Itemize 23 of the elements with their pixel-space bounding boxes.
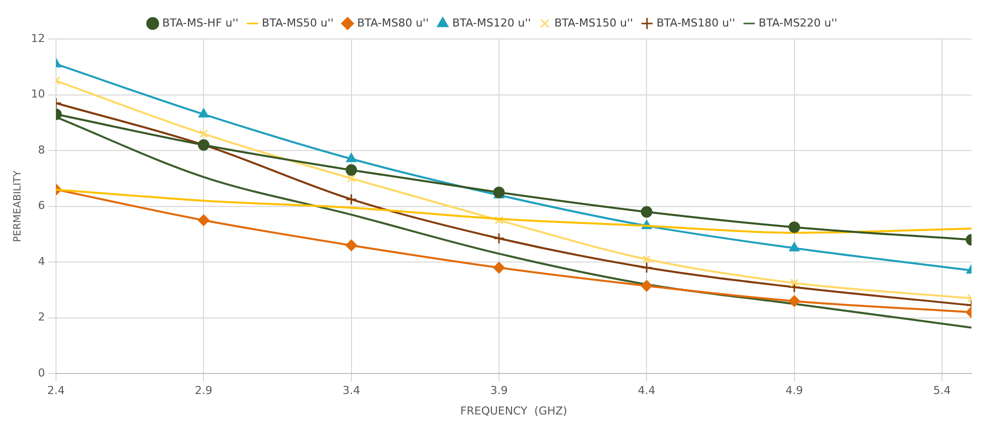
- y-tick-label: 6: [38, 199, 45, 212]
- legend-label: BTA-MS-HF u'': [162, 16, 238, 30]
- y-tick-label: 10: [30, 88, 45, 101]
- y-tick-label: 4: [38, 254, 45, 268]
- x-tick-label: 4.9: [786, 384, 804, 398]
- x-tick-label: 3.4: [342, 384, 360, 398]
- x-tick-label: 4.4: [638, 384, 656, 398]
- x-tick-label: 2.4: [47, 384, 65, 398]
- legend-label: BTA-MS120 u'': [452, 16, 531, 30]
- legend-label: BTA-MS180 u'': [656, 16, 736, 30]
- legend-label: BTA-MS50 u'': [262, 16, 334, 30]
- legend-label: BTA-MS80 u'': [357, 16, 429, 30]
- legend-label: BTA-MS220 u'': [758, 16, 838, 30]
- y-tick-label: 2: [38, 310, 45, 324]
- x-axis-title: FREQUENCY (GHZ): [460, 404, 568, 418]
- x-tick-label: 2.9: [194, 384, 212, 398]
- x-tick-label: 5.4: [933, 384, 951, 398]
- y-tick-label: 12: [30, 32, 45, 45]
- y-axis-title: PERMEABILITY: [12, 170, 24, 242]
- y-tick-label: 0: [38, 366, 45, 380]
- legend-label: BTA-MS150 u'': [554, 16, 634, 30]
- x-tick-label: 3.9: [490, 384, 508, 398]
- y-tick-label: 8: [38, 143, 45, 156]
